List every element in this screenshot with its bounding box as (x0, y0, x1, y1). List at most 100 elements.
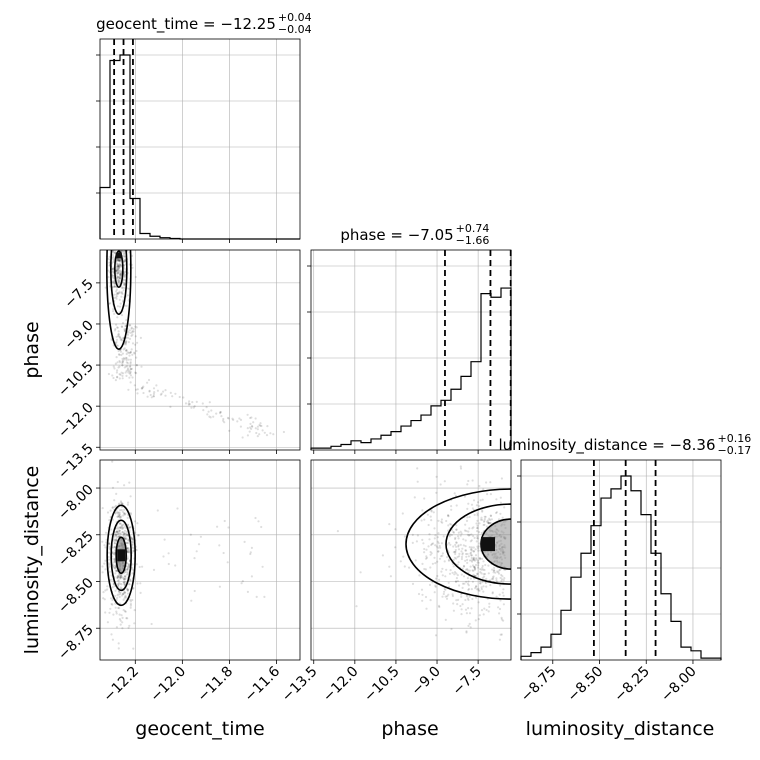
scatter-phase-vs-luminosity-distance-point (470, 554, 473, 557)
scatter-geocent-time-vs-luminosity-distance-point (104, 611, 107, 614)
y-phase-ticklabel-4: −7.5 (61, 276, 96, 311)
scatter-geocent-time-vs-luminosity-distance-point (126, 557, 129, 560)
scatter-phase-vs-luminosity-distance-point (481, 498, 484, 501)
scatter-geocent-time-vs-phase-point (117, 265, 120, 268)
panels: −12.2 −12.0 −11.8 −11.6−13.5 −12.0 −10.5 −9.0−… (55, 38, 722, 705)
scatter-geocent-time-vs-luminosity-distance-point (128, 526, 131, 530)
scatter-geocent-time-vs-phase-point (115, 335, 118, 338)
scatter-geocent-time-vs-phase-point (119, 220, 121, 222)
scatter-geocent-time-vs-phase-point (118, 291, 121, 294)
scatter-phase-vs-luminosity-distance-point (454, 550, 457, 553)
scatter-geocent-time-vs-phase-point (241, 436, 244, 439)
scatter-geocent-time-vs-luminosity-distance-point (122, 532, 125, 535)
scatter-phase-vs-luminosity-distance-point (493, 569, 496, 572)
scatter-phase-vs-luminosity-distance-point (482, 520, 486, 523)
scatter-geocent-time-vs-phase-point (125, 352, 128, 356)
scatter-geocent-time-vs-phase-point (116, 376, 119, 379)
scatter-geocent-time-vs-luminosity-distance-point (136, 582, 139, 585)
scatter-geocent-time-vs-phase-point (116, 295, 119, 298)
scatter-geocent-time-vs-luminosity-distance-point (106, 588, 109, 591)
scatter-geocent-time-vs-phase-point (121, 299, 125, 302)
scatter-geocent-time-vs-phase-point (118, 266, 121, 269)
scatter-phase-vs-luminosity-distance-point (480, 531, 483, 535)
scatter-geocent-time-vs-luminosity-distance-point (126, 617, 129, 620)
scatter-phase-vs-luminosity-distance-point (416, 534, 419, 537)
scatter-geocent-time-vs-phase-point (152, 392, 155, 396)
scatter-geocent-time-vs-luminosity-distance-point (126, 567, 129, 570)
scatter-geocent-time-vs-phase-point (121, 325, 124, 328)
scatter-geocent-time-vs-luminosity-distance-point (129, 602, 132, 606)
scatter-phase-vs-luminosity-distance-point (440, 542, 443, 545)
scatter-geocent-time-vs-phase-point (152, 387, 156, 390)
scatter-geocent-time-vs-phase-point (219, 412, 222, 415)
scatter-geocent-time-vs-luminosity-distance-point (126, 562, 129, 565)
scatter-geocent-time-vs-phase-point (190, 406, 193, 409)
scatter-geocent-time-vs-phase-point (115, 259, 118, 262)
scatter-geocent-time-vs-phase-point (117, 258, 120, 261)
scatter-phase-vs-luminosity-distance-point (474, 563, 478, 567)
scatter-phase-vs-luminosity-distance-point (460, 532, 463, 535)
scatter-geocent-time-vs-luminosity-distance-point (261, 565, 264, 568)
scatter-geocent-time-vs-luminosity-distance-point (132, 547, 135, 550)
scatter-geocent-time-vs-phase-point (159, 393, 162, 396)
scatter-phase-vs-luminosity-distance-point (473, 566, 476, 569)
scatter-geocent-time-vs-phase-point (124, 341, 127, 345)
scatter-phase-vs-luminosity-distance-point (437, 546, 440, 549)
scatter-phase-vs-luminosity-distance-point (468, 515, 471, 519)
scatter-geocent-time-vs-luminosity-distance-point (122, 577, 125, 580)
scatter-geocent-time-vs-phase-point (193, 405, 196, 408)
scatter-geocent-time-vs-phase-point (117, 267, 120, 270)
scatter-geocent-time-vs-luminosity-distance-point (123, 512, 126, 515)
scatter-phase-vs-luminosity-distance-point (472, 556, 475, 559)
scatter-geocent-time-vs-phase-point (184, 402, 188, 405)
scatter-geocent-time-vs-phase-point (120, 236, 122, 238)
scatter-phase-vs-luminosity-distance-point (394, 546, 397, 549)
scatter-phase-vs-luminosity-distance-point (483, 575, 486, 578)
scatter-geocent-time-vs-phase-point (259, 424, 262, 427)
scatter-geocent-time-vs-luminosity-distance-point (119, 576, 122, 579)
scatter-geocent-time-vs-luminosity-distance-point (120, 515, 123, 518)
scatter-phase-vs-luminosity-distance-point (456, 535, 460, 538)
scatter-phase-vs-luminosity-distance-point (481, 510, 484, 513)
scatter-phase-vs-luminosity-distance-point (454, 580, 458, 583)
scatter-phase-vs-luminosity-distance-point (480, 588, 483, 591)
scatter-geocent-time-vs-phase-point (124, 341, 127, 344)
scatter-geocent-time-vs-phase-point (121, 374, 124, 377)
scatter-geocent-time-vs-phase-point (127, 336, 130, 339)
scatter-phase-vs-luminosity-distance-point (458, 552, 461, 556)
scatter-geocent-time-vs-phase-point (126, 351, 129, 354)
scatter-phase-vs-luminosity-distance-point (480, 516, 483, 519)
scatter-geocent-time-vs-phase-frame (99, 249, 301, 451)
scatter-phase-vs-luminosity-distance-point (434, 584, 437, 587)
scatter-phase-vs-luminosity-distance-point (492, 577, 495, 581)
ylabel-luminosity-distance: luminosity_distance (21, 466, 43, 655)
scatter-geocent-time-vs-luminosity-distance-point (115, 533, 118, 536)
scatter-phase-vs-luminosity-distance-point (472, 558, 476, 561)
scatter-phase-vs-luminosity-distance-point (468, 546, 471, 549)
scatter-geocent-time-vs-phase-point (114, 362, 117, 365)
scatter-geocent-time-vs-phase-point (208, 415, 211, 418)
scatter-phase-vs-luminosity-distance-point (470, 588, 473, 591)
scatter-phase-vs-luminosity-distance-point (481, 509, 484, 512)
scatter-phase-vs-luminosity-distance-point (449, 569, 452, 572)
scatter-phase-vs-luminosity-distance-point (476, 535, 479, 538)
scatter-phase-vs-luminosity-distance-point (457, 548, 461, 551)
scatter-geocent-time-vs-phase-point (121, 377, 124, 380)
scatter-geocent-time-vs-phase-point (120, 371, 123, 374)
scatter-geocent-time-vs-luminosity-distance-point (103, 562, 106, 565)
scatter-phase-vs-luminosity-distance-point (472, 550, 475, 553)
scatter-geocent-time-vs-luminosity-distance-point (260, 525, 263, 529)
scatter-geocent-time-vs-luminosity-distance-point (101, 565, 104, 568)
scatter-geocent-time-vs-phase-point (135, 349, 138, 353)
scatter-geocent-time-vs-phase-point (123, 266, 126, 269)
scatter-geocent-time-vs-luminosity-distance-point (108, 565, 111, 568)
scatter-phase-vs-luminosity-distance-point (488, 579, 491, 582)
scatter-phase-vs-luminosity-distance-point (502, 619, 505, 622)
scatter-geocent-time-vs-phase-point (131, 353, 134, 356)
scatter-geocent-time-vs-phase-point (119, 219, 121, 221)
scatter-phase-vs-luminosity-distance-point (457, 531, 460, 534)
scatter-geocent-time-vs-luminosity-distance-point (218, 544, 221, 547)
scatter-phase-vs-luminosity-distance-point (411, 582, 415, 586)
scatter-geocent-time-vs-phase-point (115, 323, 118, 326)
scatter-geocent-time-vs-phase-point (111, 257, 114, 260)
